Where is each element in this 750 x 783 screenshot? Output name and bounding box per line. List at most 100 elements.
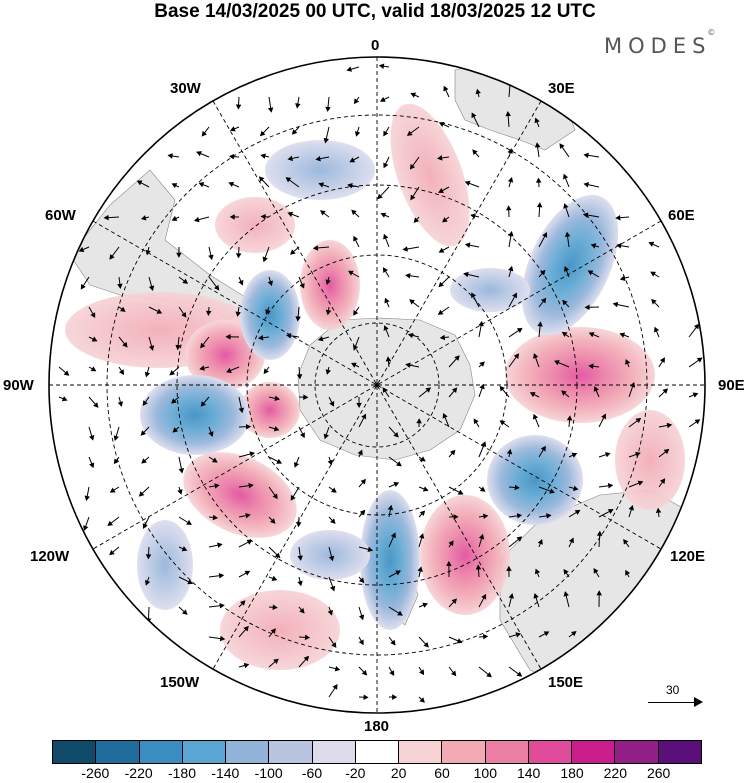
wind-vectors: [58, 63, 703, 703]
wind-vector-head: [93, 402, 99, 408]
wind-vector-head: [176, 252, 182, 258]
wind-vector-head: [413, 217, 420, 224]
negative-anomaly: [521, 194, 619, 336]
colorbar-swatch: [658, 741, 701, 763]
colorbar-swatch: [615, 741, 659, 763]
colorbar-tick-label: 100: [473, 765, 498, 781]
wind-vector-head: [138, 491, 145, 497]
wind-vector-head: [156, 308, 163, 314]
wind-vector-head: [304, 634, 311, 641]
wind-vector-head: [329, 401, 335, 407]
wind-vector-head: [696, 357, 703, 363]
wind-vector-head: [325, 106, 331, 113]
wind-vector-head: [258, 176, 265, 182]
wind-vector-head: [357, 449, 363, 456]
wind-vector-head: [542, 232, 548, 238]
wind-vector-head: [363, 694, 369, 700]
wind-vector-head: [478, 320, 484, 327]
wind-vector-head: [90, 312, 96, 319]
label-120w: 120W: [30, 548, 70, 565]
reference-vector-value: 30: [666, 683, 680, 697]
wind-vector-head: [200, 401, 207, 407]
wind-vector-head: [186, 519, 192, 525]
wind-vector-head: [327, 459, 333, 466]
wind-vector-head: [303, 655, 310, 662]
map-frame: [48, 56, 706, 714]
wind-vector-head: [506, 448, 513, 455]
wind-vector-head: [383, 233, 389, 240]
wind-vector-head: [516, 327, 523, 333]
wind-vector-head: [463, 271, 469, 278]
wind-vector-head: [219, 635, 226, 642]
wind-vector-head: [419, 510, 426, 517]
wind-vector-head: [334, 666, 341, 672]
wind-vector-head: [562, 299, 568, 306]
wind-vector-head: [347, 270, 354, 276]
wind-vector-head: [387, 504, 394, 511]
antarctica-land: [297, 317, 476, 461]
label-90e: 90E: [718, 377, 745, 394]
wind-vector-head: [409, 299, 415, 305]
wind-vector-head: [628, 505, 634, 511]
wind-vector-head: [91, 336, 98, 342]
wind-vector-head: [274, 552, 281, 559]
wind-vector-head: [534, 117, 540, 124]
wind-vector-head: [553, 360, 560, 366]
negative-anomaly: [240, 270, 300, 360]
colorbar-tick-label: -140: [211, 765, 240, 781]
wind-vector-head: [456, 638, 463, 644]
negative-anomaly: [290, 530, 370, 580]
colorbar-tick-label: 20: [390, 765, 407, 781]
wind-vector-head: [360, 478, 366, 485]
wind-vector-head: [182, 609, 188, 615]
pole-marker: [375, 383, 379, 387]
wind-vector-head: [499, 385, 505, 392]
wind-vector-head: [380, 212, 387, 218]
wind-vector-head: [549, 488, 555, 494]
positive-anomaly: [505, 327, 655, 423]
wind-vector-head: [540, 269, 546, 276]
wind-vector-head: [262, 256, 268, 263]
wind-vector-head: [290, 495, 296, 501]
wind-vector-head: [238, 407, 245, 414]
wind-vector-head: [448, 540, 454, 547]
wind-vector-head: [393, 431, 399, 438]
label-120e: 120E: [670, 548, 706, 565]
wind-vector-head: [607, 509, 614, 514]
wind-vector-head: [217, 542, 223, 548]
colorbar-swatch: [528, 741, 573, 763]
wind-vector-head: [63, 370, 70, 376]
wind-vector-head: [561, 331, 568, 338]
wind-vector-head: [229, 214, 235, 220]
wind-vector-head: [654, 326, 660, 333]
wind-vector-head: [323, 137, 330, 144]
wind-vector-head: [694, 419, 701, 425]
wind-vector-head: [312, 245, 319, 251]
wind-vector-head: [140, 215, 147, 221]
wind-vector-head: [119, 306, 126, 312]
wind-vector-head: [422, 486, 429, 492]
wind-vector-head: [559, 143, 565, 149]
wind-vector-head: [451, 598, 457, 604]
wind-vector-head: [637, 480, 644, 486]
wind-vector-head: [182, 278, 189, 284]
wind-vector-head: [659, 478, 666, 484]
wind-vector-head: [516, 536, 523, 542]
wind-vector-head: [438, 121, 445, 127]
wind-vector-head: [438, 187, 444, 193]
wind-vector-head: [367, 546, 374, 553]
wind-vector-head: [198, 182, 205, 188]
wind-vector-head: [482, 513, 489, 520]
wind-vector-head: [393, 482, 400, 488]
wind-vector-head: [516, 513, 523, 519]
wind-vector-head: [201, 130, 207, 137]
wind-vector-head: [246, 539, 253, 545]
wind-vector-head: [508, 265, 514, 272]
label-0: 0: [371, 37, 380, 54]
wind-vector-head: [438, 247, 445, 253]
colorbar-swatch: [139, 741, 183, 763]
wind-vector-head: [212, 514, 219, 521]
colorbar-tick-label: 140: [516, 765, 541, 781]
wind-vector-head: [113, 435, 119, 441]
wind-vector-head: [320, 210, 326, 216]
